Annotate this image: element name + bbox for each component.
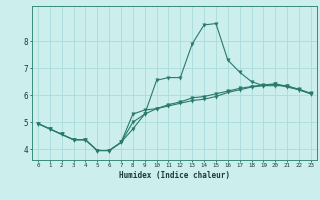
X-axis label: Humidex (Indice chaleur): Humidex (Indice chaleur) xyxy=(119,171,230,180)
